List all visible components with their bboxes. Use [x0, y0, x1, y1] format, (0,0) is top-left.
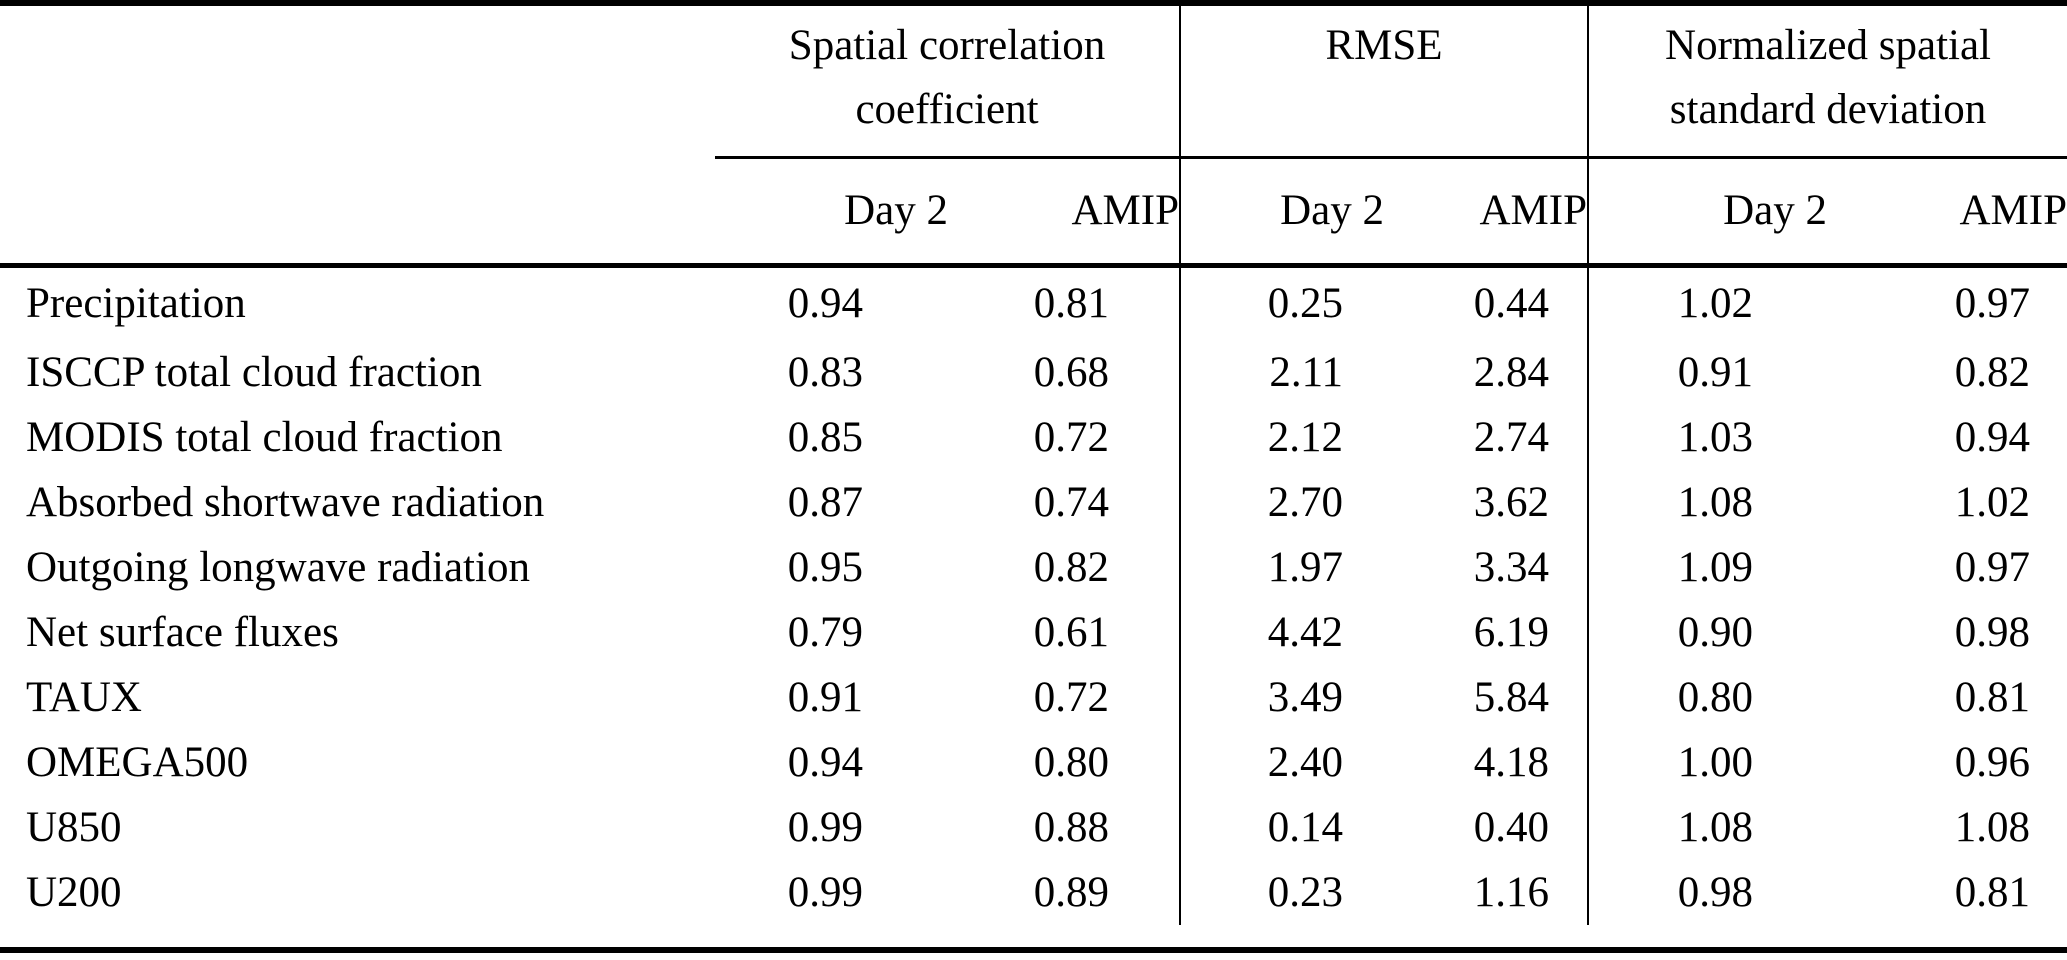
value-cell: 0.82	[1033, 544, 1109, 591]
row-label: Net surface fluxes	[26, 609, 339, 656]
value-cell: 1.02	[1954, 479, 2031, 526]
value-cell: 6.19	[1473, 609, 1550, 656]
value-cell: 2.12	[1179, 405, 1384, 470]
value-cell: 1.03	[1587, 405, 1828, 470]
value-cell: 1.08	[1587, 470, 1828, 535]
table-row: Precipitation 0.94 0.81 0.25 0.44 1.02 0.97	[0, 265, 2067, 340]
table-body: Precipitation 0.94 0.81 0.25 0.44 1.02 0.97 ISC…	[0, 265, 2067, 950]
group-header-row: Spatial correlation coefficient RMSE Nor…	[0, 3, 2067, 157]
value-cell: 0.80	[1033, 739, 1109, 786]
value-cell: 0.91	[787, 674, 863, 721]
group-header-spatial-correlation: Spatial correlation coefficient	[788, 22, 1106, 133]
value-cell: 0.94	[787, 739, 863, 786]
value-cell: 4.18	[1473, 739, 1550, 786]
subheader-rmse-amip: AMIP	[1384, 155, 1589, 268]
subheader-norm-amip: AMIP	[1827, 155, 2067, 268]
row-label: TAUX	[26, 674, 142, 721]
row-label: Absorbed shortwave radiation	[26, 479, 545, 526]
value-cell: 0.88	[1033, 804, 1109, 851]
table-row: ISCCP total cloud fraction 0.83 0.68 2.11 2.…	[0, 340, 2067, 405]
value-cell: 0.14	[1179, 795, 1384, 860]
table-row: Net surface fluxes 0.79 0.61 4.42 6.19 0.90 0.…	[0, 600, 2067, 665]
value-cell: 4.42	[1179, 600, 1384, 665]
value-cell: 0.99	[787, 869, 863, 916]
value-cell: 0.72	[1033, 414, 1109, 461]
value-cell: 2.74	[1473, 414, 1550, 461]
value-cell: 0.87	[787, 479, 863, 526]
table-header: Spatial correlation coefficient RMSE Nor…	[0, 3, 2067, 268]
row-label: ISCCP total cloud fraction	[26, 349, 482, 396]
value-cell: 2.70	[1179, 470, 1384, 535]
table-row: Absorbed shortwave radiation 0.87 0.74 2.70…	[0, 470, 2067, 535]
value-cell: 1.08	[1587, 795, 1828, 860]
value-cell: 0.68	[1033, 349, 1109, 396]
row-label: MODIS total cloud fraction	[26, 414, 503, 461]
value-cell: 0.81	[1954, 869, 2031, 916]
value-cell: 0.81	[1954, 674, 2031, 721]
value-cell: 5.84	[1473, 674, 1550, 721]
subheader-rmse-day2: Day 2	[1179, 155, 1384, 268]
value-cell: 2.40	[1179, 730, 1384, 795]
value-cell: 0.94	[1954, 414, 2031, 461]
value-cell: 1.08	[1954, 804, 2031, 851]
table-row: Outgoing longwave radiation 0.95 0.82 1.97 3…	[0, 535, 2067, 600]
value-cell: 2.11	[1179, 340, 1384, 405]
subheader-spatial-amip: AMIP	[948, 155, 1180, 268]
row-label: Outgoing longwave radiation	[26, 544, 530, 591]
value-cell: 0.90	[1587, 600, 1828, 665]
value-cell: 0.61	[1033, 609, 1109, 656]
value-cell: 0.89	[1033, 869, 1109, 916]
value-cell: 0.72	[1033, 674, 1109, 721]
value-cell: 0.98	[1587, 860, 1828, 925]
value-cell: 1.02	[1587, 265, 1828, 340]
corner-cell-lower	[0, 157, 715, 268]
bottom-spacer-cell	[0, 925, 2067, 950]
value-cell: 0.91	[1587, 340, 1828, 405]
value-cell: 3.62	[1473, 479, 1550, 526]
subheader-spatial-day2: Day 2	[715, 155, 948, 268]
value-cell: 0.85	[787, 414, 863, 461]
value-cell: 0.94	[787, 280, 863, 328]
row-label: U200	[26, 869, 122, 916]
value-cell: 0.99	[787, 804, 863, 851]
value-cell: 1.16	[1473, 869, 1550, 916]
value-cell: 0.25	[1179, 265, 1384, 340]
value-cell: 3.49	[1179, 665, 1384, 730]
value-cell: 0.98	[1954, 609, 2031, 656]
table-row: U850 0.99 0.88 0.14 0.40 1.08 1.08	[0, 795, 2067, 860]
value-cell: 1.00	[1587, 730, 1828, 795]
row-label: U850	[26, 804, 122, 851]
corner-cell	[0, 3, 715, 157]
table-row: OMEGA500 0.94 0.80 2.40 4.18 1.00 0.96	[0, 730, 2067, 795]
value-cell: 0.44	[1473, 280, 1550, 328]
value-cell: 0.40	[1473, 804, 1550, 851]
value-cell: 1.97	[1179, 535, 1384, 600]
value-cell: 2.84	[1473, 349, 1550, 396]
value-cell: 0.96	[1954, 739, 2031, 786]
value-cell: 0.83	[787, 349, 863, 396]
value-cell: 0.80	[1587, 665, 1828, 730]
group-header-normalized-std: Normalized spatial standard deviation	[1587, 3, 2067, 157]
value-cell: 0.23	[1179, 860, 1384, 925]
value-cell: 0.95	[787, 544, 863, 591]
value-cell: 1.09	[1587, 535, 1828, 600]
subheader-row: Day 2 AMIP Day 2 AMIP Day 2 AMIP	[0, 155, 2067, 268]
value-cell: 0.79	[787, 609, 863, 656]
group-header-rmse: RMSE	[1178, 3, 1589, 157]
value-cell: 0.82	[1954, 349, 2031, 396]
row-label: OMEGA500	[26, 739, 249, 786]
row-label: Precipitation	[26, 280, 246, 328]
subheader-norm-day2: Day 2	[1587, 155, 1828, 268]
value-cell: 0.97	[1954, 544, 2031, 591]
table-row: TAUX 0.91 0.72 3.49 5.84 0.80 0.81	[0, 665, 2067, 730]
value-cell: 0.97	[1954, 280, 2031, 328]
value-cell: 0.81	[1033, 280, 1109, 328]
value-cell: 0.74	[1033, 479, 1109, 526]
value-cell: 3.34	[1473, 544, 1550, 591]
bottom-spacer-row	[0, 925, 2067, 950]
table-row: MODIS total cloud fraction 0.85 0.72 2.12 2.…	[0, 405, 2067, 470]
table-row: U200 0.99 0.89 0.23 1.16 0.98 0.81	[0, 860, 2067, 925]
